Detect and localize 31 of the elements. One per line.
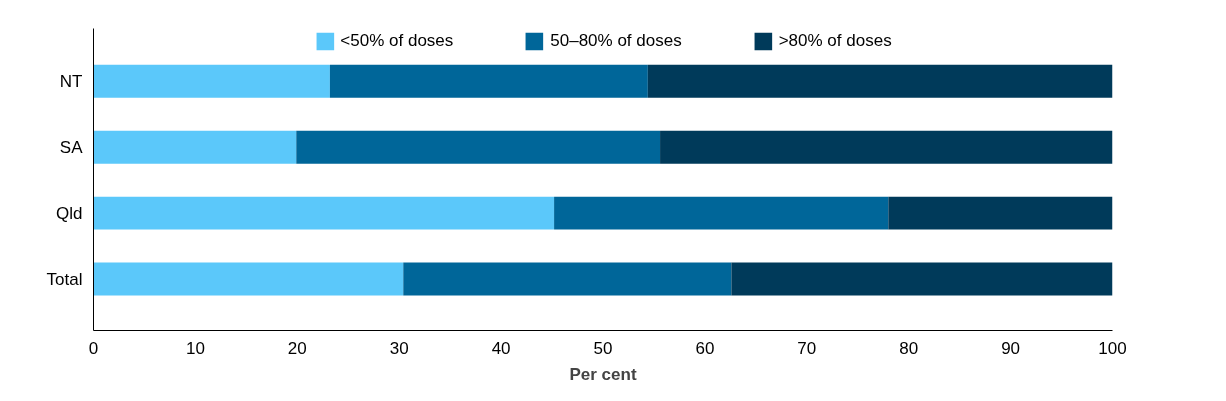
legend-label: >80% of doses — [778, 31, 892, 51]
x-tick-label: 10 — [185, 338, 205, 358]
bar — [329, 64, 648, 98]
x-tick-label: 90 — [1001, 338, 1021, 358]
x-tick-label: 100 — [1098, 338, 1127, 358]
bar — [647, 64, 1113, 98]
x-tick-label: 20 — [287, 338, 307, 358]
bar — [888, 196, 1113, 230]
x-tick-label: 40 — [491, 338, 511, 358]
bar — [93, 262, 404, 296]
bar — [93, 196, 555, 230]
bar — [660, 130, 1113, 164]
x-tick-label: 70 — [797, 338, 817, 358]
bar — [554, 196, 889, 230]
bar — [403, 262, 732, 296]
x-tick-label: 80 — [899, 338, 919, 358]
x-axis-title: Per cent — [569, 364, 637, 384]
bar — [731, 262, 1113, 296]
y-tick-label: NT — [59, 71, 83, 91]
y-tick-label: SA — [59, 137, 84, 157]
x-tick-label: 0 — [88, 338, 99, 358]
bar — [93, 130, 297, 164]
legend-label: 50–80% of doses — [550, 31, 682, 51]
legend-label: <50% of doses — [340, 31, 454, 51]
x-tick-label: 50 — [593, 338, 613, 358]
x-tick-label: 60 — [695, 338, 715, 358]
x-tick-label: 30 — [389, 338, 409, 358]
bar — [93, 64, 330, 98]
y-tick-label: Total — [46, 269, 83, 289]
y-tick-label: Qld — [56, 203, 83, 223]
bar — [296, 130, 661, 164]
